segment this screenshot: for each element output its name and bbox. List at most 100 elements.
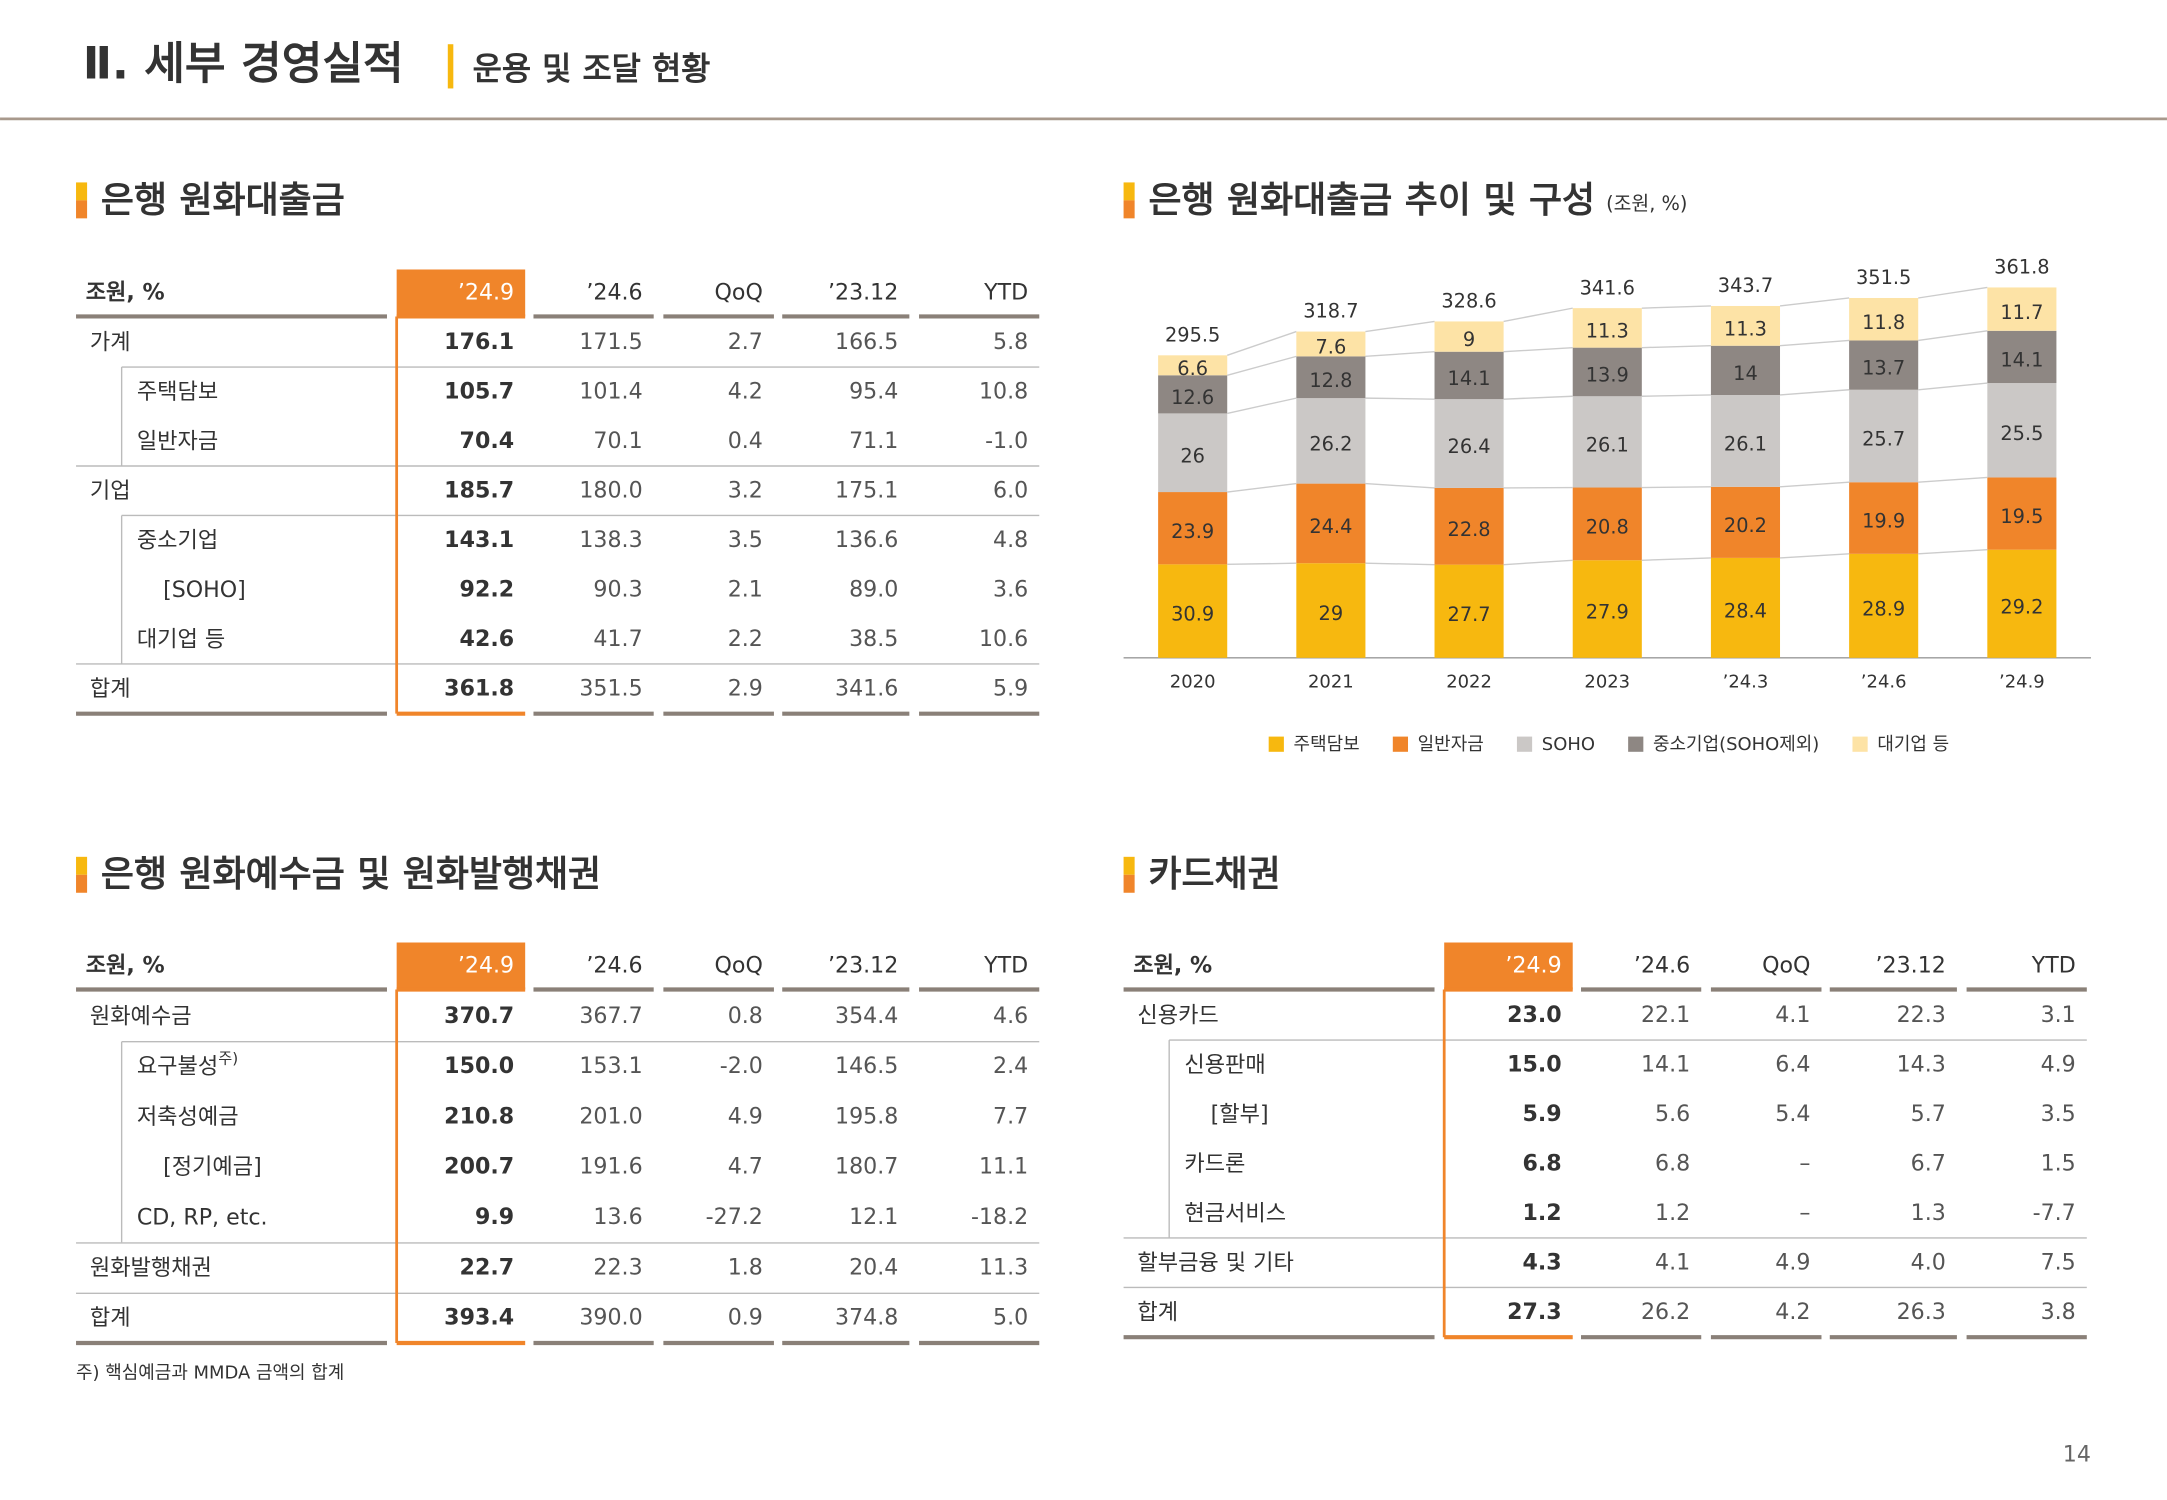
bar-segment bbox=[1572, 487, 1642, 561]
segment-label: 29.2 bbox=[2000, 595, 2043, 618]
segment-label: 27.7 bbox=[1448, 603, 1491, 626]
column-header: QoQ bbox=[715, 279, 763, 305]
bar-segment bbox=[1987, 330, 2057, 384]
cell: 95.4 bbox=[849, 378, 898, 404]
footnote: 주) 핵심예금과 MMDA 금액의 합계 bbox=[76, 1363, 344, 1384]
cell: – bbox=[1799, 1150, 1810, 1176]
cell: 13.6 bbox=[593, 1204, 642, 1230]
segment-label: 6.6 bbox=[1177, 357, 1208, 380]
cell: 195.8 bbox=[835, 1103, 898, 1129]
cell: 4.7 bbox=[728, 1154, 763, 1180]
cell: 42.6 bbox=[460, 626, 515, 652]
bar-segment bbox=[1158, 355, 1228, 376]
segment-label: 14.1 bbox=[2000, 349, 2043, 372]
segment-label: 26.2 bbox=[1309, 433, 1352, 456]
cell: 367.7 bbox=[579, 1003, 642, 1029]
row-label-text: 원화예수금 bbox=[90, 1003, 192, 1029]
bar-segment bbox=[1849, 482, 1919, 554]
bar-segment bbox=[1296, 398, 1366, 484]
connector bbox=[1641, 486, 1711, 489]
cell: 3.5 bbox=[728, 527, 763, 553]
column-header: QoQ bbox=[715, 953, 763, 979]
section-marker bbox=[1123, 856, 1135, 875]
cell: 6.0 bbox=[993, 477, 1028, 503]
cell: 166.5 bbox=[835, 329, 898, 355]
segment-label: 22.8 bbox=[1448, 518, 1491, 541]
bar-segment bbox=[1296, 356, 1366, 399]
cell: 4.1 bbox=[1775, 1002, 1810, 1028]
cell: 0.9 bbox=[728, 1305, 763, 1331]
highlight-header bbox=[396, 269, 526, 317]
cell: 6.7 bbox=[1911, 1150, 1946, 1176]
row-label-text: 합계 bbox=[1137, 1299, 1178, 1325]
section-title: 은행 원화예수금 및 원화발행채권 bbox=[101, 854, 601, 895]
legend-swatch bbox=[1516, 736, 1533, 752]
segment-label: 20.8 bbox=[1586, 516, 1629, 539]
connector bbox=[1365, 482, 1435, 489]
row-label: 신용판매 bbox=[1184, 1051, 1265, 1077]
section-marker bbox=[1123, 182, 1135, 201]
bar-segment bbox=[1987, 477, 2057, 550]
row-label: 카드론 bbox=[1184, 1150, 1245, 1176]
row-label: 일반자금 bbox=[137, 428, 218, 454]
row-label: 원화예수금 bbox=[90, 1003, 192, 1029]
connector bbox=[1503, 307, 1573, 323]
bar-segment bbox=[1434, 399, 1504, 488]
cell: 4.9 bbox=[2041, 1051, 2076, 1077]
connector bbox=[1227, 355, 1297, 376]
column-header: ’24.6 bbox=[586, 279, 642, 305]
cell: 393.4 bbox=[444, 1305, 514, 1331]
segment-label: 23.9 bbox=[1171, 520, 1214, 543]
category-label: ’24.3 bbox=[1723, 672, 1769, 693]
segment-label: 11.3 bbox=[1724, 318, 1767, 341]
column-header: QoQ bbox=[1762, 953, 1810, 979]
row-label-text: 가계 bbox=[90, 329, 131, 355]
row-label-text: 요구불성 bbox=[137, 1053, 218, 1079]
cell: 341.6 bbox=[835, 675, 898, 701]
cell: 2.1 bbox=[728, 576, 763, 602]
bar-segment bbox=[1572, 308, 1642, 348]
segment-label: 7.6 bbox=[1315, 336, 1346, 359]
cell: 1.8 bbox=[728, 1254, 763, 1280]
cell: 143.1 bbox=[444, 527, 514, 553]
segment-label: 12.8 bbox=[1309, 369, 1352, 392]
cell: -18.2 bbox=[971, 1204, 1028, 1230]
row-label-text: 일반자금 bbox=[137, 428, 218, 454]
row-label: 대기업 등 bbox=[137, 626, 225, 652]
row-label: 현금서비스 bbox=[1184, 1200, 1286, 1226]
bar-segment bbox=[1849, 297, 1919, 341]
column-header: ’24.6 bbox=[1634, 953, 1690, 979]
cell: 5.6 bbox=[1655, 1101, 1690, 1127]
connector bbox=[1641, 305, 1711, 309]
legend-label: 주택담보 bbox=[1294, 734, 1360, 755]
total-label: 318.7 bbox=[1303, 300, 1358, 323]
bar-segment bbox=[1710, 557, 1781, 658]
bar-segment bbox=[1849, 553, 1919, 658]
cell: 12.1 bbox=[849, 1204, 898, 1230]
cell: 2.4 bbox=[993, 1053, 1028, 1079]
row-label: [SOHO] bbox=[163, 576, 246, 602]
category-label: 2023 bbox=[1584, 672, 1630, 693]
row-label: 기업 bbox=[90, 477, 131, 503]
row-label-text: 현금서비스 bbox=[1184, 1200, 1286, 1226]
segment-label: 28.9 bbox=[1862, 597, 1905, 620]
cell: 180.0 bbox=[579, 477, 642, 503]
cell: 0.8 bbox=[728, 1003, 763, 1029]
cell: 70.4 bbox=[460, 428, 515, 454]
column-header: 조원, % bbox=[86, 953, 165, 979]
category-label: 2021 bbox=[1308, 672, 1354, 693]
connector bbox=[1641, 557, 1711, 561]
legend-swatch bbox=[1268, 736, 1284, 752]
total-label: 328.6 bbox=[1441, 290, 1496, 313]
segment-label: 26.1 bbox=[1586, 434, 1629, 457]
column-header: ’24.9 bbox=[458, 279, 514, 305]
cell: 5.9 bbox=[993, 675, 1028, 701]
total-label: 341.6 bbox=[1580, 276, 1635, 299]
row-label-text: 저축성예금 bbox=[137, 1103, 239, 1129]
bar-segment bbox=[1158, 375, 1228, 414]
cell: 1.2 bbox=[1655, 1200, 1690, 1226]
bar-segment bbox=[1849, 340, 1919, 390]
legend-swatch bbox=[1852, 736, 1868, 752]
total-label: 343.7 bbox=[1718, 274, 1773, 297]
